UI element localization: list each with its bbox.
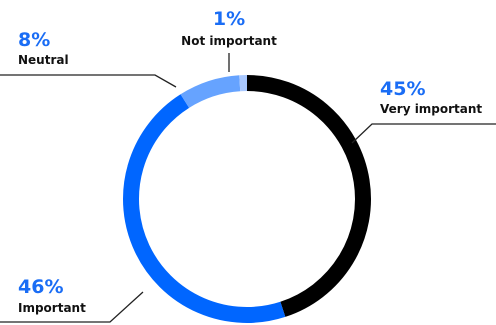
donut-slice-important [123, 94, 286, 323]
slice-label-important: Important [18, 301, 86, 315]
leader-line-neutral [0, 74, 177, 88]
slice-label-neutral: Neutral [18, 53, 69, 67]
slice-label-not-important: Not important [181, 34, 277, 48]
slice-percent-important: 46% [18, 276, 63, 298]
donut-slice-very-important [246, 75, 371, 317]
leader-line-important [0, 291, 144, 323]
slice-label-very-important: Very important [380, 102, 482, 116]
leader-line-very-important [351, 123, 496, 144]
donut-slice-neutral [180, 75, 241, 108]
donut-slices [123, 75, 371, 323]
slice-percent-neutral: 8% [18, 29, 50, 51]
slice-percent-not-important: 1% [213, 8, 245, 30]
slice-percent-very-important: 45% [380, 78, 425, 100]
